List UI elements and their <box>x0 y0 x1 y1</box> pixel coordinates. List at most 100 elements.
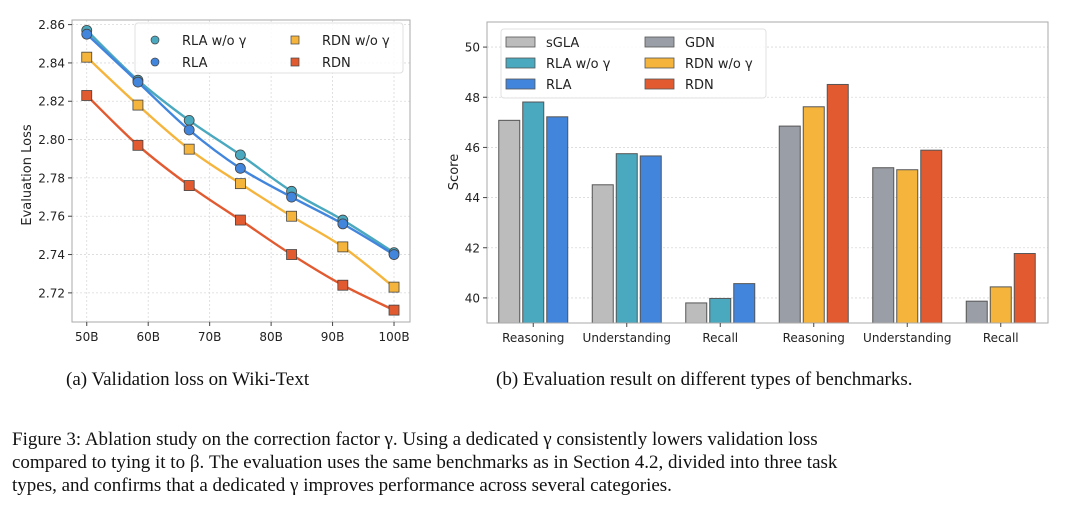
bar-gdn <box>872 167 895 324</box>
y-tick-label: 44 <box>465 191 480 205</box>
y-axis-label: Score <box>447 154 462 190</box>
legend-box <box>500 28 767 99</box>
data-point <box>388 281 400 293</box>
legend-label: RDN <box>685 78 714 93</box>
data-point <box>286 249 297 260</box>
y-tick-label: 2.72 <box>38 286 65 300</box>
bar-rdn <box>826 83 849 324</box>
series-markers <box>81 24 400 316</box>
data-point <box>388 249 400 260</box>
bar-rdn-w-o- <box>989 286 1012 324</box>
legend-label: RDN <box>322 56 351 71</box>
y-tick-label: 48 <box>465 91 480 105</box>
data-point <box>132 76 144 88</box>
x-tick-label: Understanding <box>583 331 671 345</box>
y-tick-label: 2.74 <box>38 248 65 262</box>
data-point <box>234 149 246 161</box>
y-tick-label: 2.84 <box>38 56 65 70</box>
legend-swatch <box>644 78 675 90</box>
x-tick-label: 90B <box>321 330 345 344</box>
plot-frame <box>486 21 1049 324</box>
legend-swatch <box>505 57 536 69</box>
y-tick-label: 42 <box>465 241 480 255</box>
y-tick-label: 50 <box>465 41 480 55</box>
x-tick-label: 70B <box>198 330 222 344</box>
chart-a-validation-loss: 2.72 2.74 2.76 2.78 2.80 2.82 2.84 2.86 50B 60B 7… <box>20 18 411 344</box>
bar-rla <box>639 155 662 324</box>
legend: RLA w/o γ RLA RDN w/o γ RDN <box>134 22 404 74</box>
bar-sgla <box>685 302 708 324</box>
data-point <box>132 139 144 151</box>
y-tick-label: 2.82 <box>38 95 65 109</box>
x-tick-label: Reasoning <box>783 331 845 345</box>
y-tick-label: 2.86 <box>38 18 65 32</box>
legend-label: RLA w/o γ <box>182 34 247 49</box>
y-tick-label: 46 <box>465 141 480 155</box>
bar-rdn <box>920 149 943 324</box>
legend-label: RDN w/o γ <box>685 57 753 72</box>
bar-rla-w-o- <box>522 101 545 324</box>
legend: sGLA RLA w/o γ RLA GDN RDN w/o γ RDN <box>500 28 767 99</box>
data-point <box>337 241 349 253</box>
y-tick-label: 2.78 <box>38 171 65 185</box>
data-point <box>388 304 400 316</box>
data-point <box>183 115 195 126</box>
data-point <box>337 279 349 291</box>
legend-label: sGLA <box>546 36 579 51</box>
y-tick-label: 2.76 <box>38 210 65 224</box>
plot-frame <box>71 19 411 323</box>
legend-swatch <box>505 36 536 48</box>
data-point <box>183 143 195 155</box>
x-tick-label: Understanding <box>863 331 951 345</box>
chart-b-benchmark-scores: 40 42 44 46 48 50 Reasoning Understanding Recal… <box>447 21 1049 345</box>
caption-line-1: Figure 3: Ablation study on the correcti… <box>12 429 818 450</box>
legend-label: GDN <box>685 36 715 51</box>
data-point <box>183 124 195 136</box>
legend-marker <box>290 57 300 67</box>
x-tick-label: 60B <box>136 330 160 344</box>
data-point <box>286 210 297 222</box>
data-point <box>234 162 246 174</box>
bar-rdn-w-o- <box>802 106 825 324</box>
y-axis-ticks: 40 42 44 46 48 50 <box>465 41 487 305</box>
x-tick-label: Reasoning <box>502 331 564 345</box>
legend-box <box>134 22 404 74</box>
legend-swatch <box>644 57 675 69</box>
bar-sgla <box>591 184 614 324</box>
x-tick-label: 100B <box>378 330 409 344</box>
legend-label: RLA w/o γ <box>546 57 611 72</box>
bar-rla-w-o- <box>709 297 732 324</box>
x-axis-ticks: 50B 60B 70B 80B 90B 100B <box>75 322 410 344</box>
data-point <box>183 180 195 191</box>
bar-rla-w-o- <box>615 153 638 324</box>
x-tick-label: Recall <box>983 331 1019 345</box>
y-tick-label: 40 <box>465 291 480 305</box>
bar-rla <box>546 116 569 324</box>
data-point <box>337 218 349 230</box>
legend-marker <box>150 35 160 45</box>
bars <box>498 83 1036 324</box>
data-point <box>81 28 93 40</box>
legend-label: RLA <box>182 56 208 71</box>
bar-gdn <box>965 300 988 324</box>
line-rdn <box>85 94 395 312</box>
figure-caption: Figure 3: Ablation study on the correcti… <box>12 428 1072 497</box>
data-point <box>286 191 297 203</box>
data-point <box>81 90 93 101</box>
data-point <box>81 51 93 63</box>
data-point <box>132 99 144 111</box>
bar-rla <box>733 283 756 324</box>
y-axis-label: Evaluation Loss <box>20 124 35 225</box>
x-tick-label: 80B <box>259 330 283 344</box>
legend-marker <box>150 57 160 67</box>
bar-rdn <box>1013 253 1036 324</box>
figure: 2.72 2.74 2.76 2.78 2.80 2.82 2.84 2.86 50B 60B 7… <box>20 18 1049 345</box>
data-point <box>234 178 246 190</box>
bar-gdn <box>778 125 801 324</box>
legend-marker <box>290 35 300 45</box>
y-axis-ticks: 2.72 2.74 2.76 2.78 2.80 2.82 2.84 2.86 <box>38 18 72 300</box>
subcaption-b: (b) Evaluation result on different types… <box>496 369 913 390</box>
legend-swatch <box>644 36 675 48</box>
caption-line-3: types, and confirms that a dedicated γ i… <box>12 475 672 496</box>
bar-sgla <box>498 119 521 324</box>
